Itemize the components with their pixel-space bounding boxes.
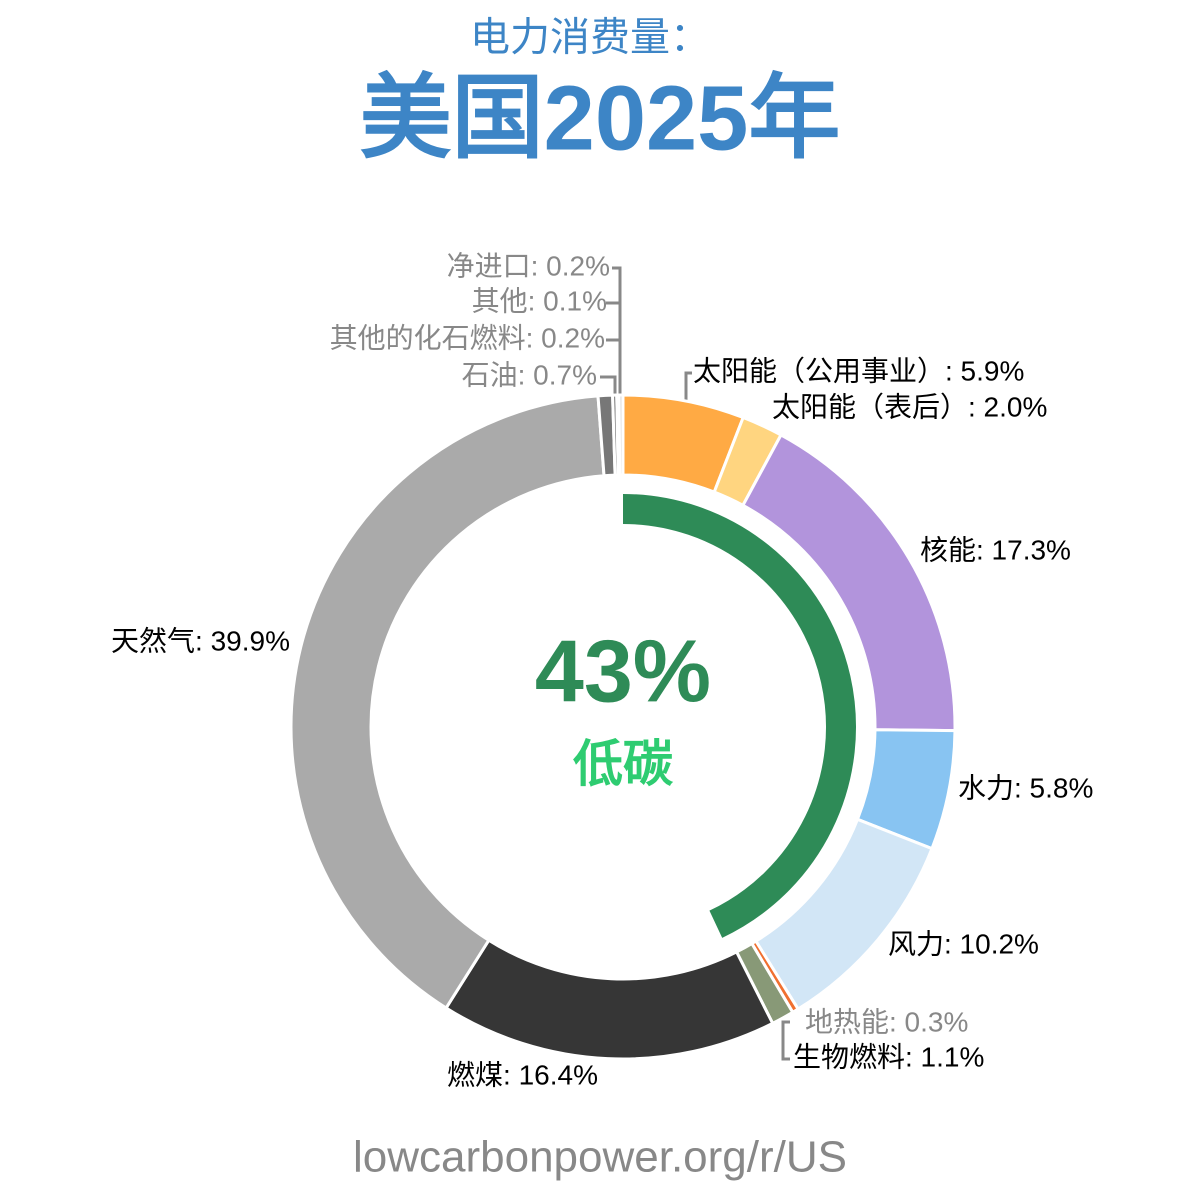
chart-subtitle: 电力消费量：: [470, 16, 710, 60]
source: lowcarbonpower.org/r/US: [353, 1133, 847, 1182]
segment-label: 其他: 0.1%: [472, 285, 607, 316]
segment-label: 燃煤: 16.4%: [447, 1059, 598, 1090]
donut-segment: [617, 393, 625, 477]
donut-segment: [289, 394, 606, 1011]
segment-label: 太阳能（表后）: 2.0%: [772, 391, 1047, 422]
leader-line: [684, 371, 692, 400]
leader-line: [781, 1020, 790, 1061]
segment-label: 核能: 17.3%: [920, 534, 1071, 565]
segment-label: 水力: 5.8%: [958, 772, 1093, 803]
donut-segment: [753, 817, 934, 1012]
segment-label: 太阳能（公用事业）: 5.9%: [693, 355, 1024, 386]
low-carbon-arc: [622, 494, 856, 938]
segment-label: 风力: 10.2%: [888, 928, 1039, 959]
chart-title: 美国2025年: [360, 67, 841, 169]
donut-segment: [444, 938, 775, 1061]
leader-line: [600, 266, 622, 395]
low-carbon-name: 低碳: [573, 736, 674, 792]
segment-label: 生物燃料: 1.1%: [793, 1041, 984, 1072]
segment-label: 净进口: 0.2%: [447, 250, 610, 281]
segment-label: 天然气: 39.9%: [111, 625, 290, 656]
leader-lines: [600, 266, 790, 1061]
segment-label: 其他的化石燃料: 0.2%: [330, 322, 605, 353]
segment-label: 石油: 0.7%: [462, 359, 597, 390]
low-carbon-value: 43%: [535, 621, 711, 720]
segment-label: 地热能: 0.3%: [805, 1006, 968, 1037]
